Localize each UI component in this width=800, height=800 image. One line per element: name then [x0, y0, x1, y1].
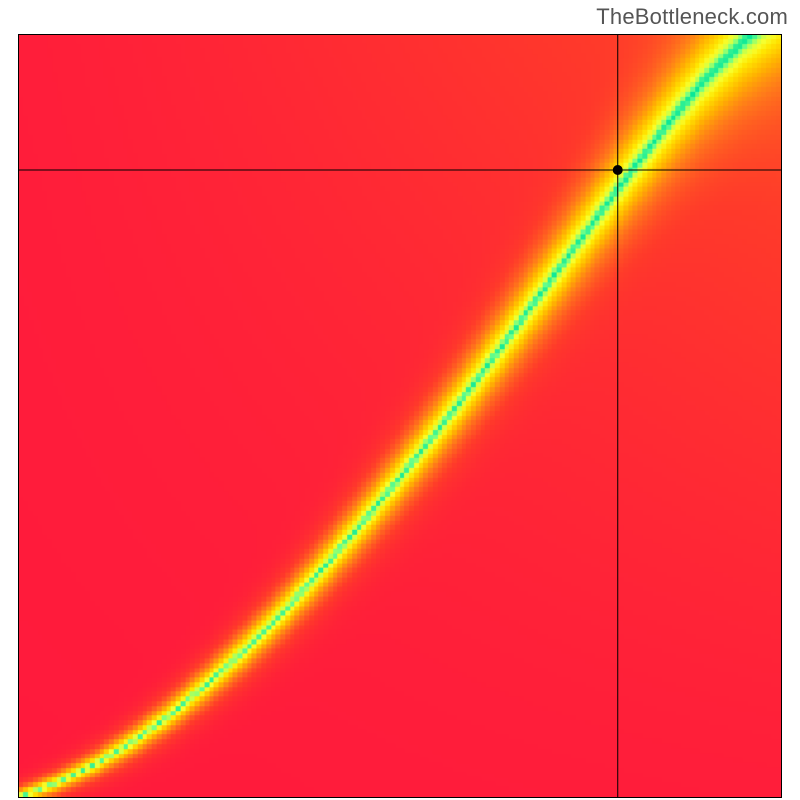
bottleneck-heatmap: [18, 34, 782, 798]
chart-container: TheBottleneck.com: [0, 0, 800, 800]
watermark-text: TheBottleneck.com: [596, 4, 788, 30]
